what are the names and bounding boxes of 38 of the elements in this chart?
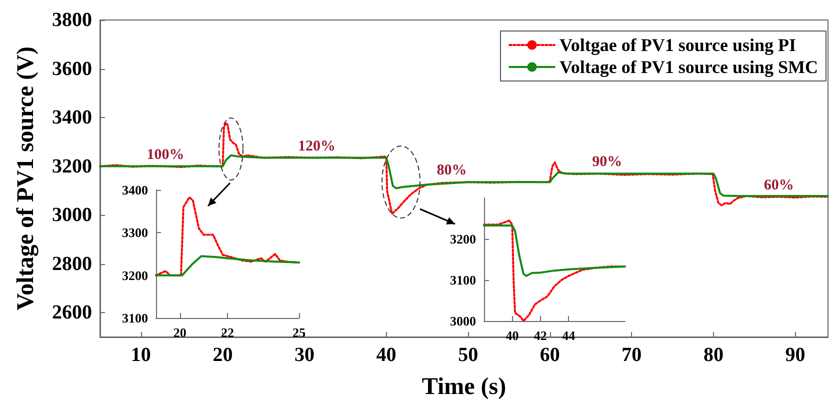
y-tick-label: 3300 bbox=[122, 225, 148, 240]
x-tick-label: 30 bbox=[294, 344, 314, 366]
line-series bbox=[99, 122, 829, 215]
x-tick-label: 50 bbox=[458, 344, 478, 366]
x-tick-label: 90 bbox=[785, 344, 806, 366]
y-tick-label: 3600 bbox=[52, 58, 92, 80]
y-tick-label: 3100 bbox=[450, 272, 476, 288]
y-tick-label: 3800 bbox=[52, 9, 92, 31]
annotation: 120% bbox=[298, 138, 336, 154]
y-tick-label: 3400 bbox=[52, 106, 92, 129]
y-tick-label: 3200 bbox=[122, 268, 148, 283]
x-tick-label: 20 bbox=[212, 344, 233, 366]
x-tick-label: 25 bbox=[292, 325, 306, 340]
y-tick-label: 3400 bbox=[122, 182, 148, 198]
x-axis-title: Time (s) bbox=[422, 374, 506, 400]
line-series bbox=[155, 255, 300, 276]
x-tick-label: 22 bbox=[221, 325, 234, 340]
y-tick-label: 2800 bbox=[52, 252, 92, 275]
x-tick-label: 80 bbox=[703, 344, 724, 366]
y-axis-title: Voltage of PV1 source (V) bbox=[13, 46, 39, 310]
x-tick-label: 20 bbox=[173, 325, 186, 340]
x-tick-label: 60 bbox=[540, 344, 560, 366]
x-tick-label: 40 bbox=[376, 344, 396, 366]
line-series bbox=[483, 224, 626, 277]
y-tick-label: 3200 bbox=[450, 232, 476, 246]
annotation: 60% bbox=[764, 177, 794, 194]
y-tick-label: 3100 bbox=[122, 310, 148, 326]
x-tick-label: 70 bbox=[622, 344, 642, 366]
annotation: 80% bbox=[436, 162, 467, 179]
y-tick-label: 2600 bbox=[52, 302, 92, 324]
legend-label: Voltage of PV1 source using SMC bbox=[559, 57, 818, 77]
x-tick-label: 10 bbox=[130, 344, 151, 366]
y-tick-label: 3200 bbox=[52, 155, 92, 178]
y-tick-label: 3000 bbox=[52, 204, 92, 226]
legend-label: Voltgae of PV1 source using PI bbox=[559, 35, 796, 55]
annotation: 100% bbox=[146, 146, 184, 163]
annotation: 90% bbox=[592, 154, 622, 170]
y-tick-label: 3000 bbox=[450, 314, 476, 328]
